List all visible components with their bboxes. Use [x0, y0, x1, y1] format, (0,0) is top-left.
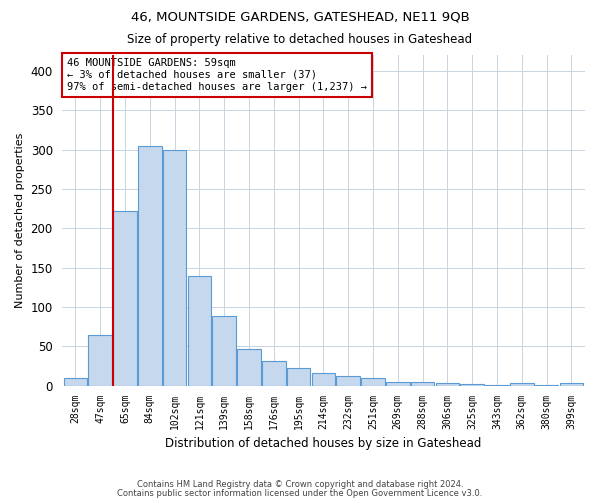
- Text: Size of property relative to detached houses in Gateshead: Size of property relative to detached ho…: [127, 32, 473, 46]
- Bar: [311, 373, 335, 386]
- Bar: [138, 146, 161, 386]
- Bar: [411, 382, 434, 386]
- X-axis label: Distribution of detached houses by size in Gateshead: Distribution of detached houses by size …: [165, 437, 482, 450]
- Bar: [287, 368, 310, 386]
- Text: Contains HM Land Registry data © Crown copyright and database right 2024.: Contains HM Land Registry data © Crown c…: [137, 480, 463, 489]
- Bar: [386, 382, 410, 386]
- Bar: [113, 211, 137, 386]
- Bar: [436, 384, 459, 386]
- Bar: [560, 384, 583, 386]
- Y-axis label: Number of detached properties: Number of detached properties: [15, 132, 25, 308]
- Text: 46 MOUNTSIDE GARDENS: 59sqm
← 3% of detached houses are smaller (37)
97% of semi: 46 MOUNTSIDE GARDENS: 59sqm ← 3% of deta…: [67, 58, 367, 92]
- Bar: [237, 349, 261, 386]
- Bar: [88, 334, 112, 386]
- Bar: [510, 384, 533, 386]
- Text: Contains public sector information licensed under the Open Government Licence v3: Contains public sector information licen…: [118, 490, 482, 498]
- Bar: [361, 378, 385, 386]
- Bar: [163, 150, 187, 386]
- Bar: [460, 384, 484, 386]
- Bar: [212, 316, 236, 386]
- Bar: [262, 360, 286, 386]
- Text: 46, MOUNTSIDE GARDENS, GATESHEAD, NE11 9QB: 46, MOUNTSIDE GARDENS, GATESHEAD, NE11 9…: [131, 10, 469, 23]
- Bar: [485, 385, 509, 386]
- Bar: [535, 385, 559, 386]
- Bar: [337, 376, 360, 386]
- Bar: [188, 276, 211, 386]
- Bar: [64, 378, 87, 386]
